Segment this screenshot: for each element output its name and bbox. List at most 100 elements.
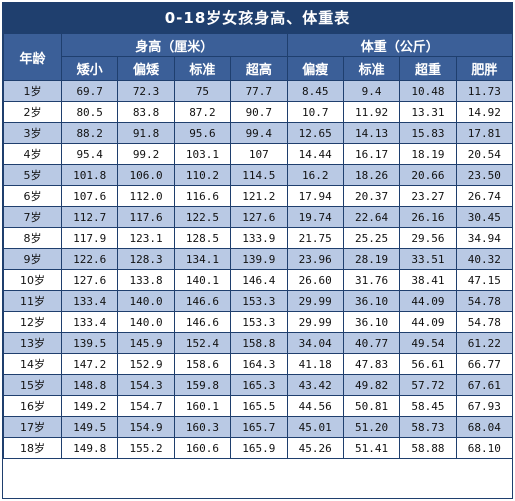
weight-value-cell: 17.81 [455, 122, 514, 144]
height-value-cell: 99.4 [230, 122, 288, 144]
weight-value-cell: 26.74 [455, 185, 514, 207]
weight-value-cell: 56.61 [399, 353, 457, 375]
table-row: 16岁 149.2 154.7 160.1 165.5 44.56 50.81 58.45 67… [3, 395, 514, 417]
age-cell: 13岁 [3, 332, 62, 354]
height-group-header: 身高（厘米） [61, 33, 288, 57]
weight-value-cell: 14.92 [455, 101, 514, 123]
table-row: 11岁 133.4 140.0 146.6 153.3 29.99 36.10 44.09 54… [3, 290, 514, 312]
table-row: 13岁 139.5 145.9 152.4 158.8 34.04 40.77 49.54 61… [3, 332, 514, 354]
height-value-cell: 91.8 [117, 122, 175, 144]
height-value-cell: 160.3 [173, 416, 232, 438]
height-value-cell: 149.5 [60, 416, 119, 438]
table-row: 2岁 80.5 83.8 87.2 90.7 10.7 11.92 13.31 14.92 [3, 101, 514, 123]
height-value-cell: 123.1 [117, 227, 175, 249]
table-row: 10岁 127.6 133.8 140.1 146.4 26.60 31.76 38.41 47… [3, 269, 514, 291]
height-value-cell: 128.3 [117, 248, 175, 270]
weight-value-cell: 49.82 [342, 374, 401, 396]
weight-group-header: 体重（公斤） [286, 33, 514, 57]
height-value-cell: 95.6 [173, 122, 232, 144]
height-value-cell: 107 [230, 143, 288, 165]
height-value-cell: 160.1 [173, 395, 232, 417]
weight-value-cell: 66.77 [455, 353, 514, 375]
weight-value-cell: 11.73 [455, 80, 514, 102]
weight-value-cell: 54.78 [455, 311, 514, 333]
height-value-cell: 139.9 [230, 248, 288, 270]
height-value-cell: 147.2 [60, 353, 119, 375]
height-value-cell: 95.4 [60, 143, 119, 165]
weight-value-cell: 20.66 [399, 164, 457, 186]
weight-value-cell: 18.26 [342, 164, 401, 186]
weight-value-cell: 29.99 [286, 290, 344, 312]
height-value-cell: 127.6 [230, 206, 288, 228]
height-value-cell: 72.3 [117, 80, 175, 102]
height-value-cell: 165.3 [230, 374, 288, 396]
height-value-cell: 114.5 [230, 164, 288, 186]
height-value-cell: 112.7 [60, 206, 119, 228]
weight-value-cell: 15.83 [399, 122, 457, 144]
height-value-cell: 153.3 [230, 290, 288, 312]
weight-value-cell: 26.16 [399, 206, 457, 228]
table-body: 1岁 69.7 72.3 75 77.7 8.45 9.4 10.48 11.73 2岁 80.5 8… [3, 80, 514, 459]
height-value-cell: 154.3 [117, 374, 175, 396]
age-cell: 1岁 [3, 80, 62, 102]
height-value-cell: 133.4 [60, 290, 119, 312]
height-value-cell: 112.0 [117, 185, 175, 207]
weight-value-cell: 40.77 [342, 332, 401, 354]
height-value-cell: 75 [173, 80, 232, 102]
weight-value-cell: 67.61 [455, 374, 514, 396]
weight-value-cell: 19.74 [286, 206, 344, 228]
age-cell: 11岁 [3, 290, 62, 312]
height-value-cell: 107.6 [60, 185, 119, 207]
height-value-cell: 99.2 [117, 143, 175, 165]
table-row: 8岁 117.9 123.1 128.5 133.9 21.75 25.25 29.56 34.… [3, 227, 514, 249]
weight-value-cell: 17.94 [286, 185, 344, 207]
height-value-cell: 146.6 [173, 290, 232, 312]
height-value-cell: 134.1 [173, 248, 232, 270]
height-value-cell: 133.4 [60, 311, 119, 333]
weight-value-cell: 44.56 [286, 395, 344, 417]
table-row: 18岁 149.8 155.2 160.6 165.9 45.26 51.41 58.88 68… [3, 437, 514, 459]
weight-value-cell: 28.19 [342, 248, 401, 270]
age-cell: 12岁 [3, 311, 62, 333]
height-value-cell: 165.7 [230, 416, 288, 438]
height-value-cell: 146.4 [230, 269, 288, 291]
height-value-cell: 165.5 [230, 395, 288, 417]
weight-value-cell: 47.15 [455, 269, 514, 291]
weight-value-cell: 12.65 [286, 122, 344, 144]
age-header: 年龄 [3, 33, 62, 81]
weight-value-cell: 16.17 [342, 143, 401, 165]
weight-value-cell: 58.88 [399, 437, 457, 459]
weight-value-cell: 30.45 [455, 206, 514, 228]
table-title: 0-18岁女孩身高、体重表 [3, 3, 512, 33]
height-value-cell: 110.2 [173, 164, 232, 186]
age-cell: 17岁 [3, 416, 62, 438]
age-cell: 14岁 [3, 353, 62, 375]
weight-value-cell: 57.72 [399, 374, 457, 396]
age-cell: 10岁 [3, 269, 62, 291]
weight-value-cell: 18.19 [399, 143, 457, 165]
weight-value-cell: 33.51 [399, 248, 457, 270]
weight-value-cell: 14.13 [342, 122, 401, 144]
weight-value-cell: 20.54 [455, 143, 514, 165]
weight-value-cell: 40.32 [455, 248, 514, 270]
weight-col-thin: 偏瘦 [286, 56, 344, 81]
weight-value-cell: 43.42 [286, 374, 344, 396]
height-value-cell: 159.8 [173, 374, 232, 396]
weight-value-cell: 44.09 [399, 290, 457, 312]
weight-value-cell: 13.31 [399, 101, 457, 123]
weight-value-cell: 22.64 [342, 206, 401, 228]
height-col-short: 矮小 [60, 56, 119, 81]
weight-col-overweight: 超重 [399, 56, 457, 81]
height-value-cell: 152.4 [173, 332, 232, 354]
weight-value-cell: 26.60 [286, 269, 344, 291]
weight-value-cell: 29.56 [399, 227, 457, 249]
height-value-cell: 158.8 [230, 332, 288, 354]
weight-col-standard: 标准 [342, 56, 401, 81]
height-value-cell: 139.5 [60, 332, 119, 354]
weight-value-cell: 8.45 [286, 80, 344, 102]
weight-value-cell: 23.96 [286, 248, 344, 270]
height-value-cell: 149.2 [60, 395, 119, 417]
table-row: 9岁 122.6 128.3 134.1 139.9 23.96 28.19 33.51 40.… [3, 248, 514, 270]
weight-value-cell: 20.37 [342, 185, 401, 207]
